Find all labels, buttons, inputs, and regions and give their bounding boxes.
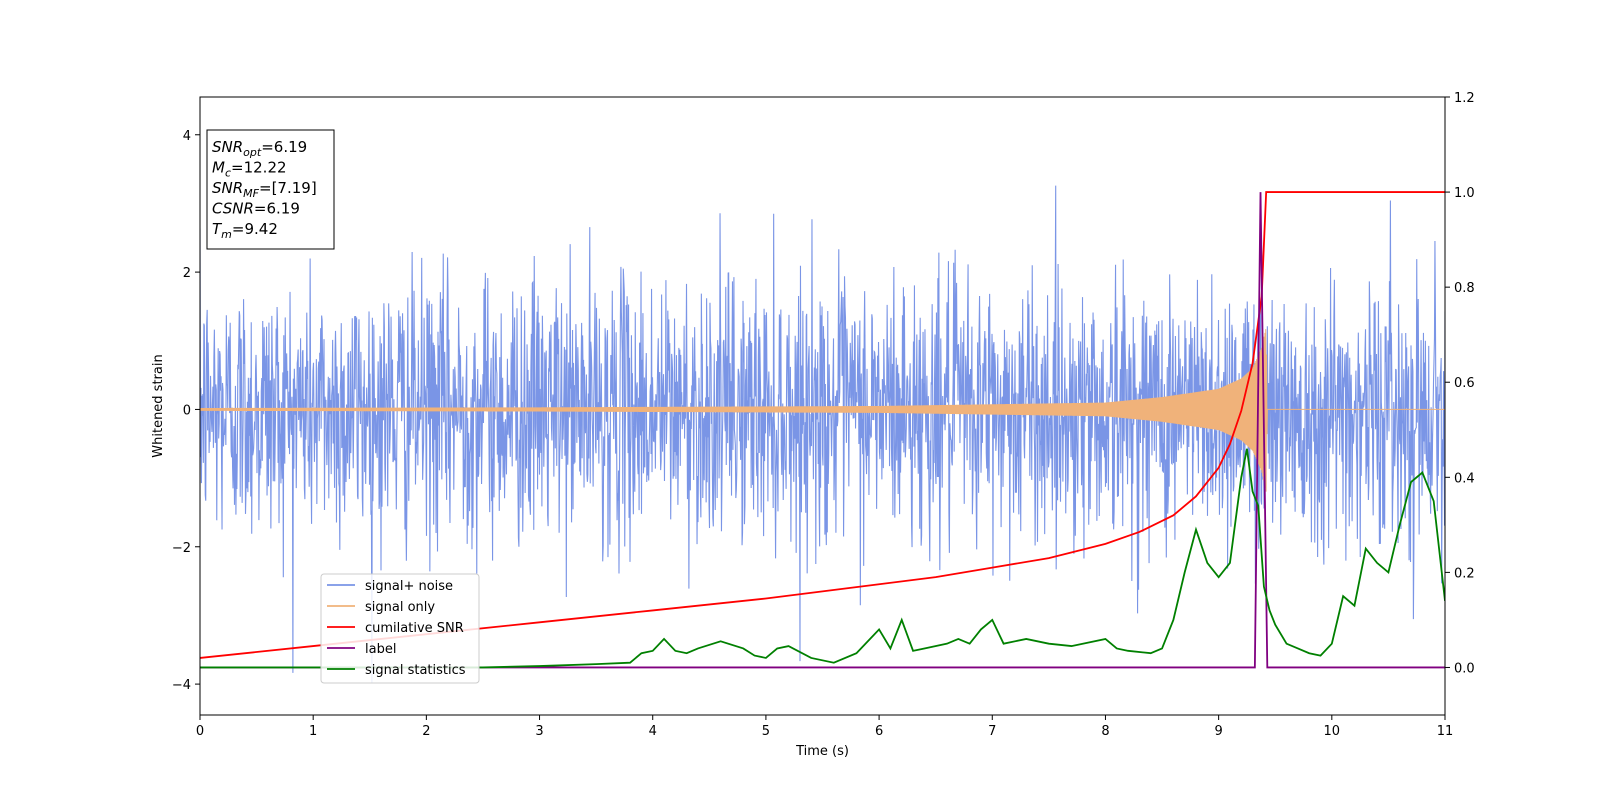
plot-frame — [199, 96, 1446, 716]
x-tick-label: 9 — [1214, 724, 1222, 739]
stat-line: Mc=12.22 — [212, 159, 287, 180]
x-tick-label: 3 — [535, 724, 543, 739]
y-left-tick-label: 4 — [183, 129, 191, 144]
x-tick-label: 2 — [422, 724, 430, 739]
axes: 0 1 2 3 4 5 6 7 8 9 10 11 −4 −2 0 2 4 0.0 0.2 0.4 0.6 0.8 1.0 1… — [151, 91, 1475, 759]
stat-value: =6.19 — [261, 138, 307, 156]
x-axis-label: Time (s) — [795, 744, 849, 759]
y-right-tick-label: 0.6 — [1454, 376, 1475, 391]
x-tick-label: 6 — [875, 724, 883, 739]
y-left-tick-label: −2 — [172, 541, 191, 556]
y-right-tick-label: 1.0 — [1454, 186, 1475, 201]
stat-subscript: MF — [243, 187, 259, 200]
stat-value: =12.22 — [231, 159, 287, 177]
x-tick-label: 0 — [196, 724, 204, 739]
x-tick-label: 11 — [1437, 724, 1454, 739]
plot-area — [200, 185, 1445, 684]
stat-line: SNRMF=[7.19] — [212, 179, 317, 200]
x-tick-label: 7 — [988, 724, 996, 739]
stat-value: =[7.19] — [259, 179, 317, 197]
y-axis-label: Whitened strain — [151, 354, 166, 457]
stat-symbol: SNR — [212, 138, 243, 156]
stat-symbol: CSNR — [212, 200, 254, 218]
stat-line: CSNR=6.19 — [212, 200, 300, 218]
y-left-tick-label: 0 — [183, 403, 191, 418]
stat-subscript: m — [221, 228, 232, 241]
x-tick-label: 4 — [649, 724, 657, 739]
stat-symbol: T — [212, 220, 223, 238]
stat-value: =6.19 — [254, 200, 300, 218]
stat-symbol: M — [212, 159, 225, 177]
x-tick-label: 8 — [1101, 724, 1109, 739]
y-right-tick-label: 0.4 — [1454, 471, 1475, 486]
legend-entry: signal statistics — [365, 663, 466, 678]
legend-entry: cumilative SNR — [365, 621, 464, 636]
series-signal-statistics — [200, 448, 1445, 669]
x-tick-label: 5 — [762, 724, 770, 739]
y-right-tick-label: 0.8 — [1454, 281, 1475, 296]
series-signal-only — [200, 329, 1445, 492]
series-cumulative-snr — [200, 191, 1445, 659]
stat-value: =9.42 — [232, 220, 278, 238]
stat-line: SNRopt=6.19 — [212, 138, 307, 159]
legend-frame — [320, 573, 480, 684]
x-tick-label: 1 — [309, 724, 317, 739]
legend: signal+ noise signal only cumilative SNR la… — [320, 573, 480, 684]
y-right-tick-label: 1.2 — [1454, 91, 1475, 106]
y-right-tick-label: 0.0 — [1454, 661, 1475, 676]
stat-line: Tm=9.42 — [212, 220, 278, 241]
stat-subscript: c — [225, 167, 231, 180]
y-right-tick-label: 0.2 — [1454, 566, 1475, 581]
legend-entry: label — [365, 642, 396, 657]
y-left-tick-label: 2 — [183, 266, 191, 281]
stats-box-frame — [206, 129, 335, 250]
y-left-tick-label: −4 — [172, 678, 191, 693]
legend-entry: signal only — [365, 600, 435, 615]
x-tick-label: 10 — [1324, 724, 1341, 739]
stats-box: SNRopt=6.19Mc=12.22SNRMF=[7.19]CSNR=6.19… — [206, 129, 335, 250]
stat-subscript: opt — [243, 146, 262, 159]
legend-entry: signal+ noise — [365, 579, 453, 594]
series-label — [200, 192, 1445, 669]
stat-symbol: SNR — [212, 179, 243, 197]
